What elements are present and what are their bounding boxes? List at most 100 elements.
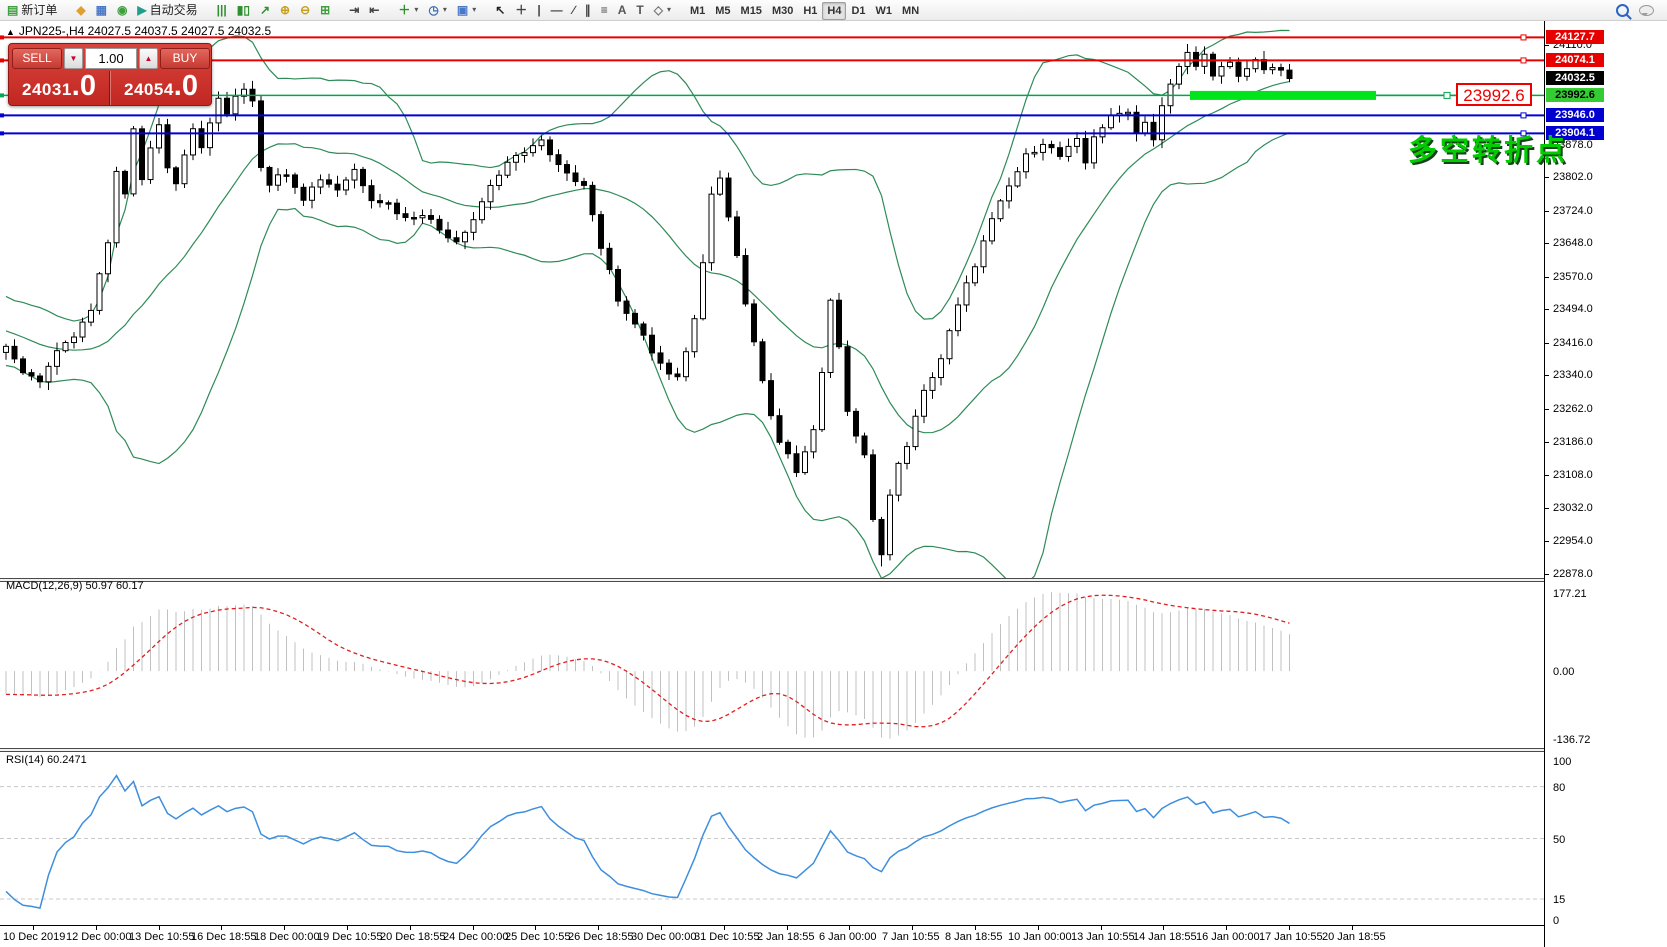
profiles-button[interactable]: ◆ [71,1,90,19]
buy-button[interactable]: BUY [160,48,210,69]
fibonacci-button[interactable]: ≡ [596,1,613,19]
timeframe-m15-button[interactable]: M15 [736,2,767,20]
time-tick [598,926,599,930]
sell-button[interactable]: SELL [12,48,62,69]
volume-increase-button[interactable]: ▲ [139,48,158,69]
price-tick [1545,177,1549,178]
time-tick [849,926,850,930]
line-chart-button[interactable]: ↗ [255,1,275,19]
price-tick [1545,508,1549,509]
dropdown-caret-icon: ▾ [442,5,447,14]
new-order-button[interactable]: ▤ 新订单 [2,1,62,19]
zoom-in-button[interactable]: ⊕ [275,1,295,19]
timeframe-h4-button[interactable]: H4 [822,1,847,20]
time-tick-label: 16 Dec 18:55 [191,931,257,943]
collapse-arrow-icon[interactable]: ▲ [6,27,15,37]
rsi-indicator-label: RSI(14) 60.2471 [6,754,87,766]
indicators-button[interactable]: ＋ ▾ [393,1,423,19]
time-tick-label: 13 Dec 10:55 [129,931,195,943]
autotrading-icon: ▶ [137,2,147,17]
auto-scroll-icon: ⇥ [349,2,360,17]
timeframe-w1-button[interactable]: W1 [871,2,898,20]
trade-panel: SELL ▼ ▲ BUY 24031.0 24054.0 [8,43,212,106]
periods-icon: ◷ [428,2,439,17]
chat-button[interactable] [1634,1,1659,19]
price-level-label: 24127.7 [1546,30,1604,44]
time-tick-label: 10 Jan 00:00 [1008,931,1072,943]
autotrading-button[interactable]: ▶ 自动交易 [132,1,202,19]
time-tick [975,926,976,930]
candlestick-button[interactable]: ▮▯ [232,1,255,19]
auto-scroll-button[interactable]: ⇥ [344,1,364,19]
price-tick-label: 23416.0 [1553,337,1593,349]
price-tick-label: 23262.0 [1553,403,1593,415]
price-tick [1545,475,1549,476]
bar-chart-button[interactable]: ||| [212,1,232,19]
time-tick-label: 7 Jan 10:55 [882,931,940,943]
price-level-label: 23992.6 [1546,88,1604,102]
vertical-line-button[interactable]: | [532,1,545,19]
navigator-button[interactable]: ◉ [112,1,132,19]
rsi-panel[interactable] [0,752,1545,925]
search-icon [1616,3,1629,17]
toolbar: ▤ 新订单 ◆ ▦ ◉ ▶ 自动交易 ||| ▮▯ ↗ ⊕ ⊖ ⊞ ⇥ ⇤ ＋ ▾ ◷ ▾ ▣ ▾ ↖ ＋ | — ∕ ∥ ≡ A T ◇ ▾… [0,0,1667,21]
main-chart-panel[interactable] [0,21,1545,578]
trendline-button[interactable]: ∕ [568,1,580,19]
price-chart-svg[interactable] [0,21,1544,578]
crosshair-button[interactable]: ＋ [510,1,532,19]
text-button[interactable]: A [613,1,632,19]
time-tick [96,926,97,930]
time-tick [410,926,411,930]
price-tick-label: 22878.0 [1553,568,1593,580]
sell-price[interactable]: 24031.0 [9,71,110,105]
timeframe-m5-button[interactable]: M5 [710,2,735,20]
buy-price[interactable]: 24054.0 [110,71,211,105]
timeframe-m30-button[interactable]: M30 [767,2,798,20]
label-icon: T [636,2,644,17]
price-tag-label[interactable]: 23992.6 [1456,83,1532,106]
search-button[interactable] [1611,1,1634,19]
time-tick [1038,926,1039,930]
zoom-in-icon: ⊕ [280,2,291,17]
tile-windows-icon: ⊞ [320,2,331,17]
arrows-button[interactable]: ◇ ▾ [649,1,676,19]
timeframe-mn-button[interactable]: MN [897,2,924,20]
tile-windows-button[interactable]: ⊞ [315,1,335,19]
time-tick [347,926,348,930]
indicators-icon: ＋ [398,2,411,17]
macd-panel[interactable] [0,582,1545,748]
cursor-icon: ↖ [495,2,506,17]
time-tick [912,926,913,930]
channel-icon: ∥ [584,2,591,17]
price-level-label: 24074.1 [1546,53,1604,67]
time-tick [33,926,34,930]
label-button[interactable]: T [631,1,648,19]
time-tick-label: 20 Jan 18:55 [1322,931,1386,943]
panel-splitter[interactable] [0,748,1667,752]
volume-input[interactable] [85,48,137,69]
dropdown-caret-icon: ▾ [472,5,477,14]
timeframe-d1-button[interactable]: D1 [846,2,870,20]
templates-button[interactable]: ▣ ▾ [452,1,481,19]
time-tick [535,926,536,930]
chart-shift-button[interactable]: ⇤ [364,1,384,19]
time-tick-label: 18 Dec 00:00 [254,931,320,943]
rsi-axis-label: 80 [1553,782,1566,794]
channel-button[interactable]: ∥ [580,1,596,19]
line-chart-icon: ↗ [259,2,271,17]
market-watch-button[interactable]: ▦ [91,1,112,19]
price-axis: 24110.0 23878.0 23802.0 23724.0 23648.0 23570… [1544,21,1667,947]
zoom-out-button[interactable]: ⊖ [295,1,315,19]
time-tick-label: 8 Jan 18:55 [945,931,1003,943]
horizontal-line-button[interactable]: — [546,1,568,19]
volume-decrease-button[interactable]: ▼ [64,48,83,69]
panel-splitter[interactable] [0,578,1667,582]
time-tick [1289,926,1290,930]
turning-point-annotation: 多空转折点 [1408,135,1569,167]
periods-button[interactable]: ◷ ▾ [423,1,452,19]
timeframe-m1-button[interactable]: M1 [685,2,710,20]
cursor-button[interactable]: ↖ [490,1,510,19]
timeframe-h1-button[interactable]: H1 [798,2,822,20]
new-order-button-label: 新订单 [21,3,58,17]
